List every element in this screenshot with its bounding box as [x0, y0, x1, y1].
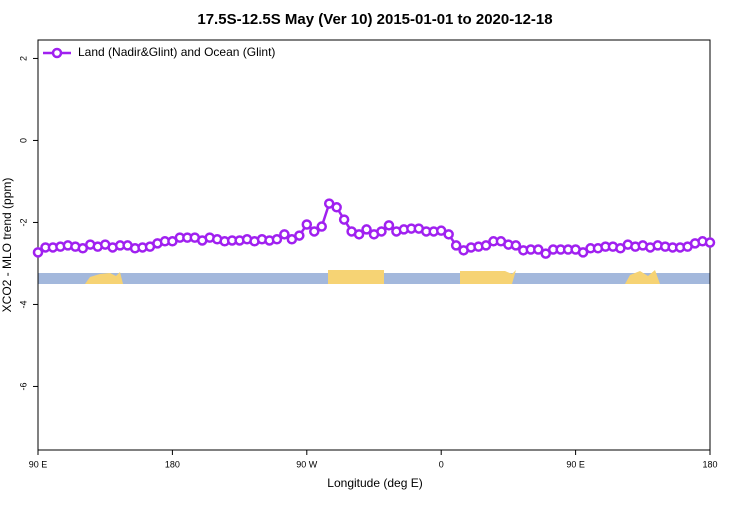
point — [443, 229, 454, 240]
x-tick-label: 0 — [439, 459, 444, 469]
point — [704, 237, 716, 248]
point — [376, 226, 387, 237]
point — [316, 221, 327, 232]
point — [279, 229, 290, 240]
x-tick-label: 90 E — [29, 459, 48, 469]
y-tick-label: -6 — [18, 382, 28, 390]
point — [309, 226, 320, 237]
point — [301, 219, 313, 230]
point — [480, 240, 492, 251]
y-tick-label: 0 — [18, 138, 28, 143]
point — [331, 202, 342, 213]
land-ocean-strip — [38, 270, 710, 284]
point — [338, 214, 350, 225]
legend-label: Land (Nadir&Glint) and Ocean (Glint) — [78, 45, 275, 59]
point — [510, 240, 522, 251]
y-axis-label: XCO2 - MLO trend (ppm) — [0, 178, 14, 313]
x-tick-label: 90 E — [566, 459, 585, 469]
point — [450, 240, 462, 251]
point — [383, 220, 395, 231]
legend-marker — [51, 47, 63, 59]
chart-title: 17.5S-12.5S May (Ver 10) 2015-01-01 to 2… — [197, 11, 552, 28]
point — [32, 247, 44, 258]
x-tick-label: 180 — [165, 459, 180, 469]
y-tick-label: -4 — [18, 300, 28, 308]
y-tick-label: 2 — [18, 56, 28, 61]
x-tick-label: 180 — [702, 459, 717, 469]
point — [271, 234, 283, 245]
x-axis-label: Longitude (deg E) — [327, 476, 422, 490]
y-tick-label: -2 — [18, 218, 28, 226]
point — [533, 244, 544, 255]
point — [540, 248, 551, 259]
point — [577, 247, 589, 258]
point — [361, 224, 372, 235]
point — [294, 230, 305, 241]
x-tick-label: 90 W — [296, 459, 318, 469]
point — [353, 229, 365, 240]
